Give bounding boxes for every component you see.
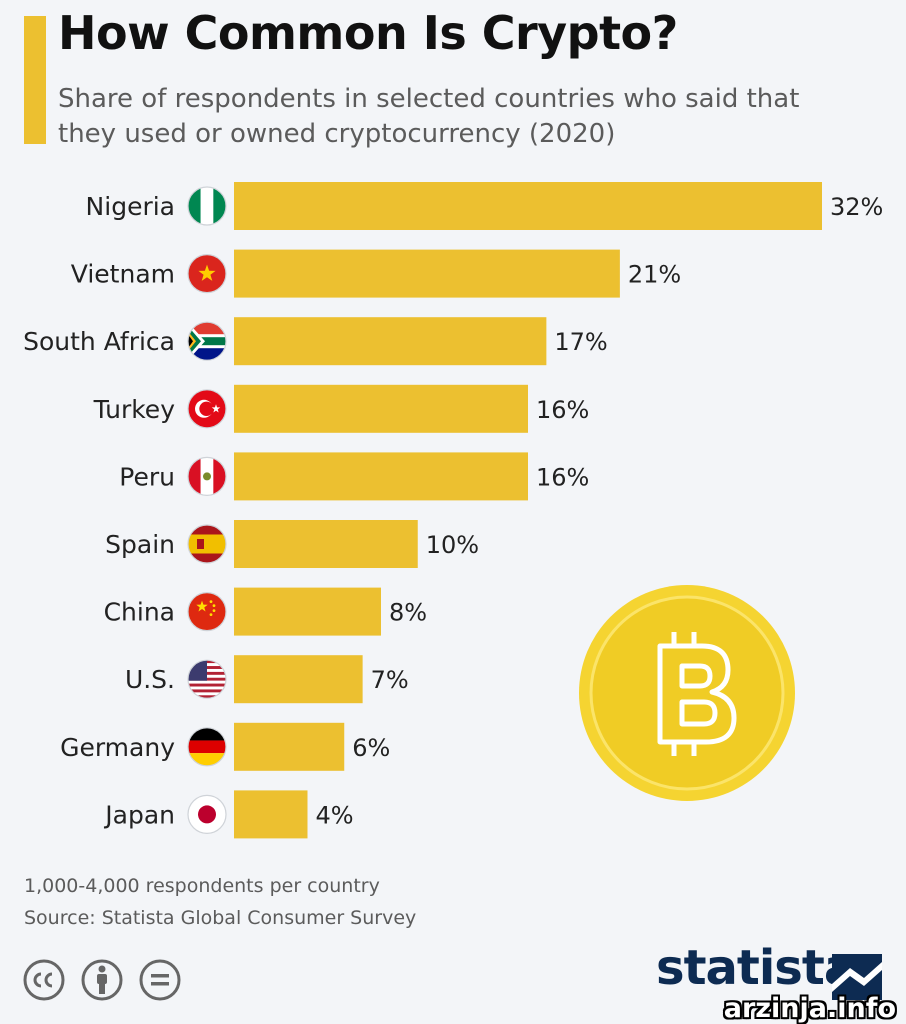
turkey-flag-icon (187, 389, 227, 429)
germany-flag-icon (187, 727, 227, 767)
bitcoin-coin-icon (579, 585, 795, 801)
value-label: 32% (830, 193, 883, 221)
category-label: Germany (60, 733, 175, 762)
source-note: Source: Statista Global Consumer Survey (24, 907, 417, 929)
bar-turkey (234, 384, 528, 433)
bar-germany (234, 722, 345, 771)
cc-icon (23, 959, 65, 1001)
title-accent-bar (24, 16, 46, 144)
bar-u-s (234, 655, 363, 704)
bar-peru (234, 452, 528, 501)
bar-vietnam (234, 249, 620, 298)
chart-subtitle: Share of respondents in selected countri… (58, 84, 800, 149)
value-label: 16% (536, 396, 589, 424)
respondents-note: 1,000-4,000 respondents per country (24, 875, 380, 897)
japan-flag-icon (187, 794, 227, 835)
value-label: 6% (352, 734, 390, 762)
bar-spain (234, 520, 418, 568)
us-flag-icon (187, 659, 227, 699)
category-label: South Africa (23, 327, 175, 356)
category-label: Turkey (93, 395, 176, 424)
no-derivatives-icon (139, 959, 181, 1001)
footnote: 1,000-4,000 respondents per country Sour… (24, 870, 416, 934)
attribution-icon (81, 959, 123, 1001)
value-label: 8% (389, 599, 427, 627)
category-label: Peru (119, 462, 175, 491)
chart-title: How Common Is Crypto? (58, 6, 678, 60)
nigeria-flag-icon (187, 186, 227, 226)
bar-south-africa (234, 317, 547, 366)
watermark: arzinja.info (723, 993, 896, 1024)
value-label: 10% (426, 531, 479, 559)
category-label: U.S. (125, 665, 175, 694)
spain-flag-icon (187, 524, 227, 564)
vietnam-flag-icon (187, 253, 227, 294)
bar-nigeria (234, 182, 822, 230)
category-label: Nigeria (86, 192, 175, 221)
value-label: 17% (554, 328, 607, 356)
china-flag-icon (187, 592, 227, 632)
value-label: 7% (371, 666, 409, 694)
bar-china (234, 587, 381, 636)
statista-logo: statista (656, 940, 888, 1000)
value-label: 21% (628, 261, 681, 289)
south-africa-flag-icon (187, 321, 227, 361)
statista-logo-mark-icon (832, 954, 882, 1000)
statista-logo-text: statista (656, 940, 856, 996)
bar-chart: Nigeria 32% Vietnam 21% South Africa 17% Turke… (23, 182, 883, 839)
license-icons (23, 959, 181, 1001)
value-label: 4% (316, 801, 354, 829)
value-label: 16% (536, 463, 589, 491)
bar-japan (234, 790, 308, 839)
peru-flag-icon (187, 456, 227, 496)
category-label: Japan (103, 800, 175, 829)
category-label: China (104, 598, 175, 627)
category-label: Vietnam (71, 260, 175, 289)
category-label: Spain (105, 530, 175, 559)
